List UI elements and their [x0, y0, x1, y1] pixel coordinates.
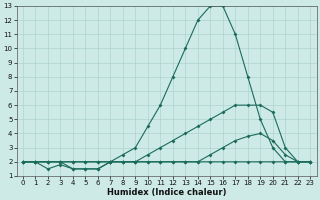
- X-axis label: Humidex (Indice chaleur): Humidex (Indice chaleur): [107, 188, 226, 197]
